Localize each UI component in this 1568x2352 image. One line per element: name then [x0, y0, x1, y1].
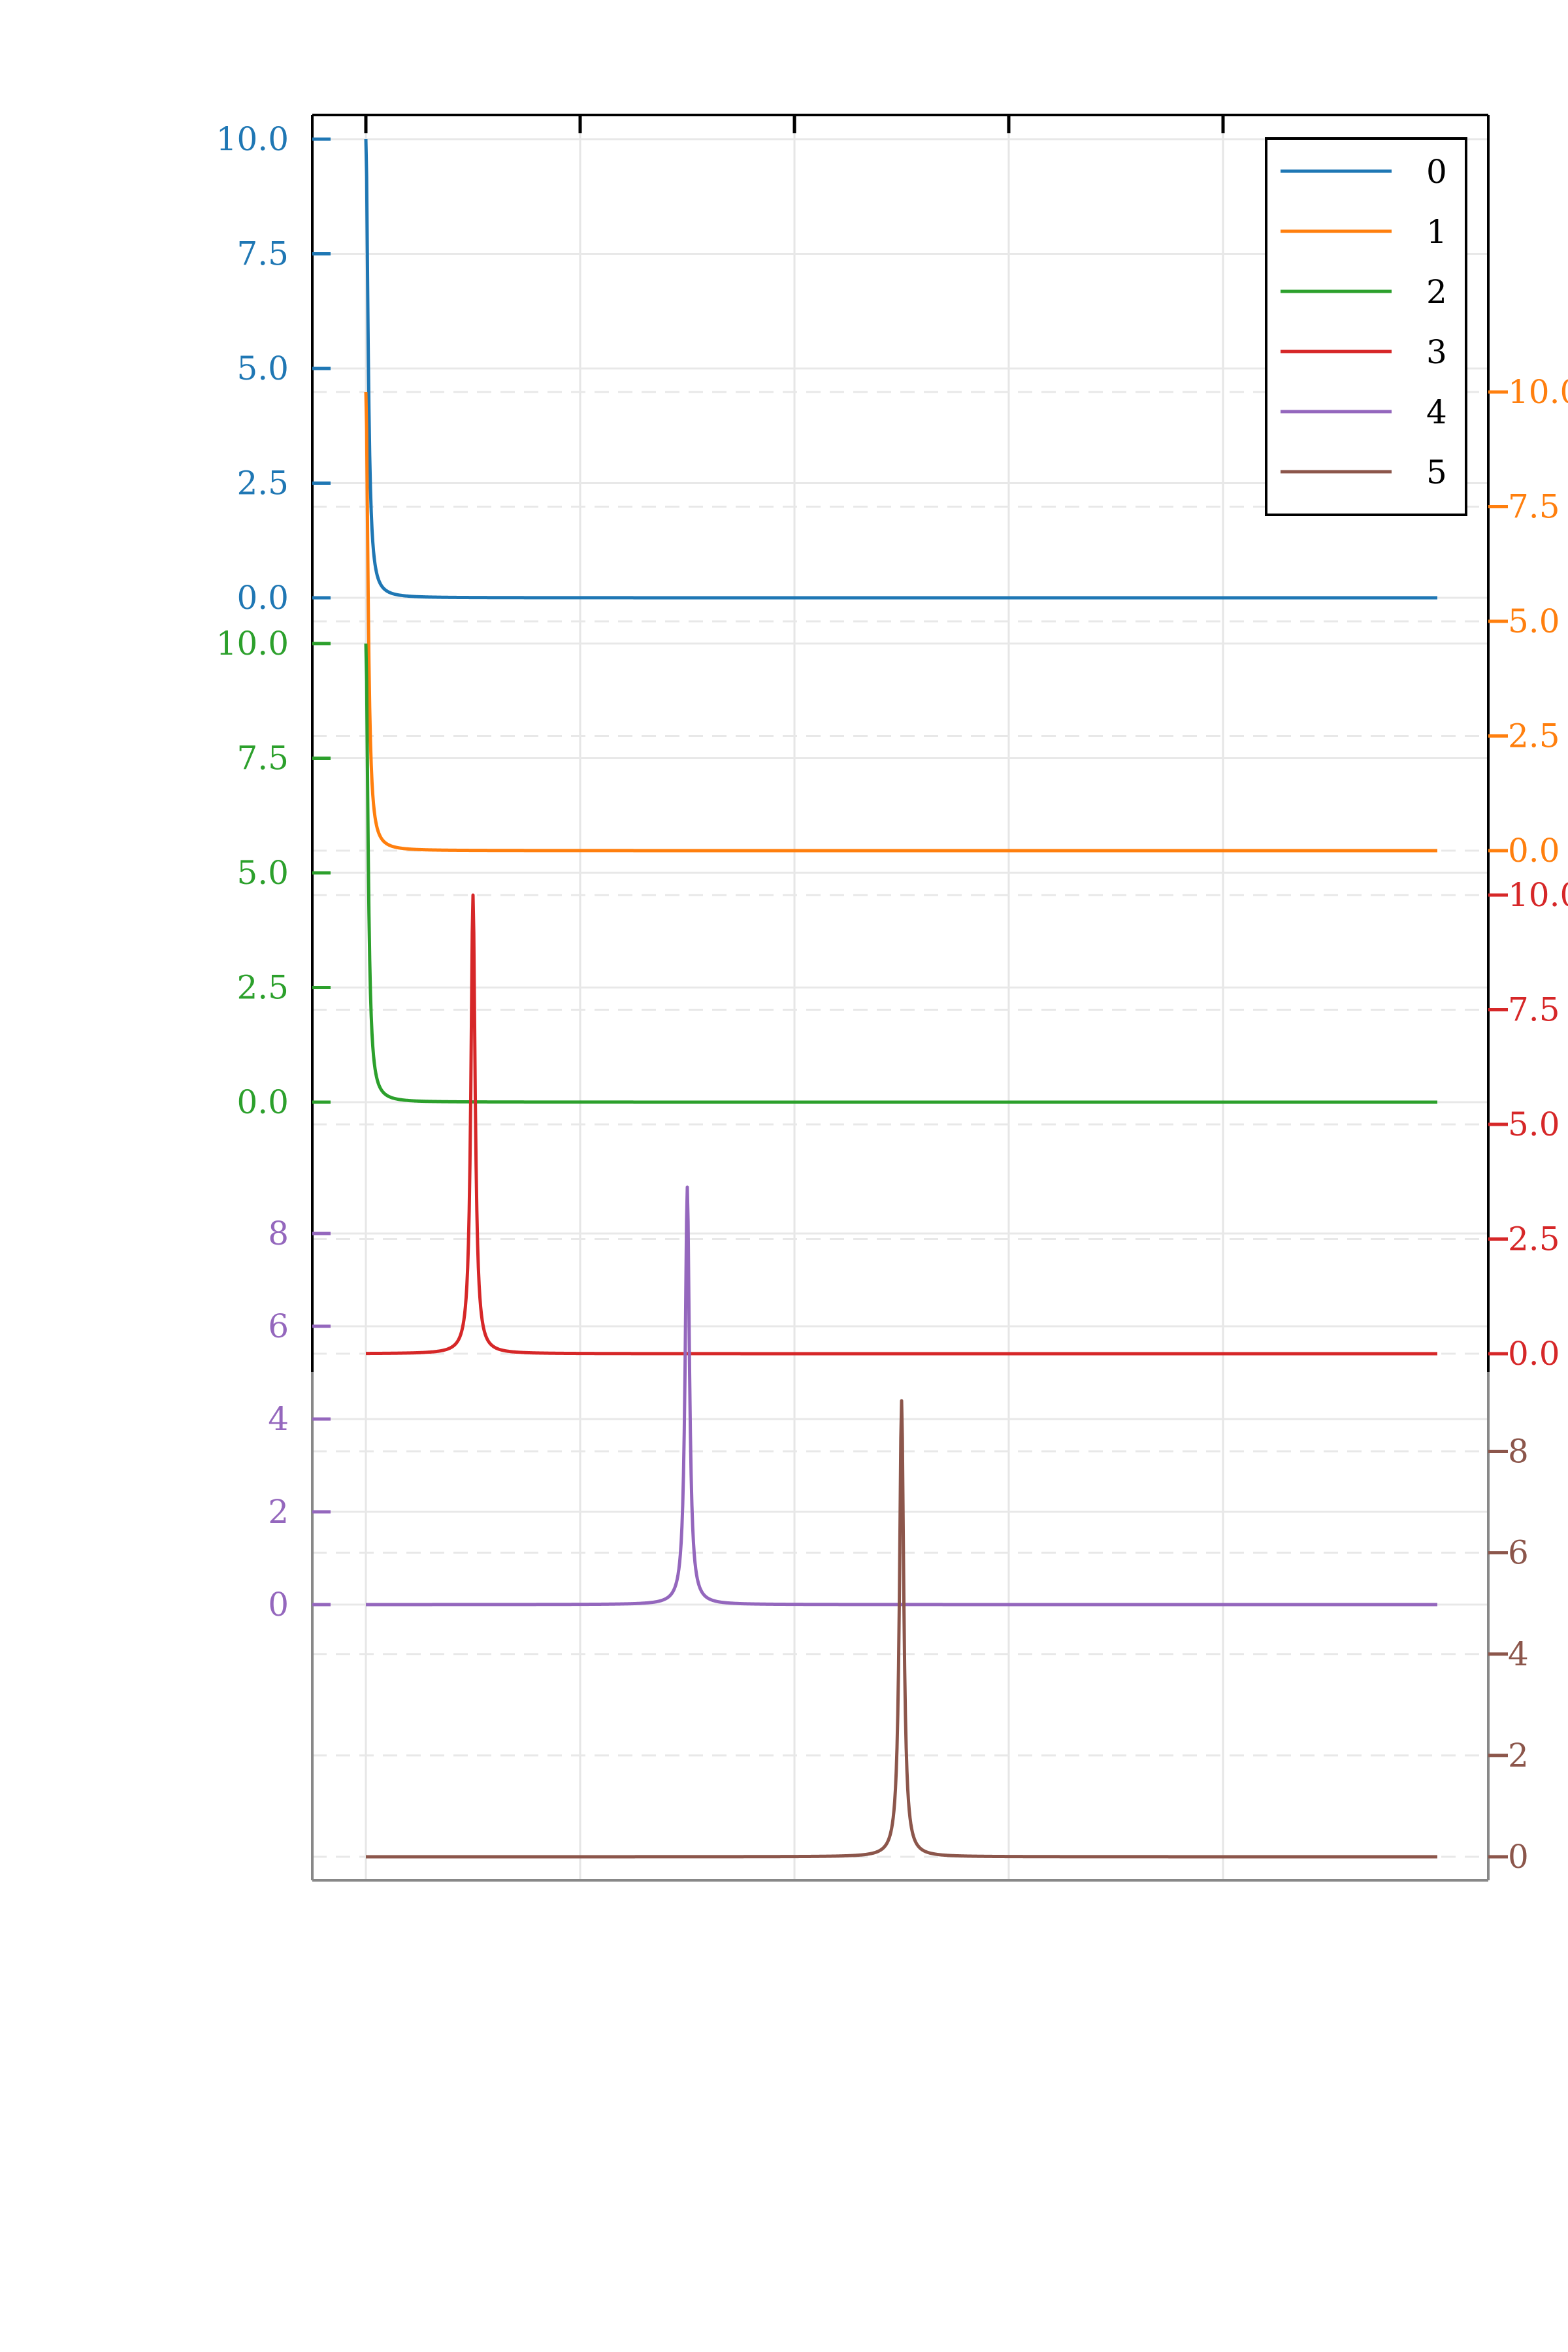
y-tick-label-series-5: 2 — [1508, 1737, 1529, 1774]
y-tick-label-series-4: 8 — [268, 1215, 289, 1252]
y-tick-label-series-3: 2.5 — [1508, 1220, 1560, 1258]
y-tick-label-series-1: 2.5 — [1508, 717, 1560, 755]
y-tick-label-series-4: 0 — [268, 1586, 289, 1624]
legend-label-3: 3 — [1426, 333, 1447, 371]
y-tick-label-series-1: 0.0 — [1508, 832, 1560, 870]
series-line-2 — [364, 643, 1439, 1104]
y-tick-label-series-3: 0.0 — [1508, 1335, 1560, 1373]
frame-layer — [311, 114, 1490, 1882]
series-line-1 — [364, 391, 1439, 853]
y-tick-label-series-3: 10.0 — [1508, 876, 1568, 914]
y-tick-label-series-2: 0.0 — [237, 1083, 289, 1121]
y-tick-label-series-1: 7.5 — [1508, 488, 1560, 526]
y-tick-label-series-5: 0 — [1508, 1838, 1529, 1876]
y-tick-label-series-0: 10.0 — [216, 120, 289, 158]
y-tick-label-series-0: 5.0 — [237, 350, 289, 387]
series-line-3 — [365, 893, 1439, 1356]
y-tick-label-series-4: 4 — [268, 1400, 289, 1438]
y-tick-label-series-5: 4 — [1508, 1635, 1529, 1673]
legend: 0 1 2 3 4 5 — [1265, 137, 1467, 516]
axis-layer: 0.02.55.07.510.00.02.55.07.510.00.02.55.… — [216, 115, 1568, 1876]
y-tick-label-series-1: 10.0 — [1508, 373, 1568, 411]
y-tick-label-series-3: 7.5 — [1508, 991, 1560, 1029]
legend-label-0: 0 — [1426, 153, 1447, 191]
y-tick-label-series-5: 8 — [1508, 1433, 1529, 1471]
series-line-5 — [365, 1399, 1439, 1859]
series-line-4 — [365, 1185, 1439, 1607]
legend-label-5: 5 — [1426, 453, 1447, 491]
y-tick-label-series-4: 2 — [268, 1493, 289, 1531]
y-tick-label-series-2: 7.5 — [237, 740, 289, 777]
legend-label-2: 2 — [1426, 273, 1447, 311]
y-tick-label-series-4: 6 — [268, 1307, 289, 1345]
y-tick-label-series-0: 7.5 — [237, 235, 289, 273]
legend-box — [1265, 137, 1467, 516]
y-tick-label-series-5: 6 — [1508, 1534, 1529, 1572]
y-tick-label-series-3: 5.0 — [1508, 1105, 1560, 1143]
y-tick-label-series-2: 2.5 — [237, 969, 289, 1007]
y-tick-label-series-1: 5.0 — [1508, 602, 1560, 640]
y-tick-label-series-0: 2.5 — [237, 465, 289, 502]
series-layer — [364, 139, 1439, 1859]
y-tick-label-series-2: 10.0 — [216, 625, 289, 662]
y-tick-label-series-2: 5.0 — [237, 854, 289, 892]
legend-label-4: 4 — [1426, 393, 1447, 431]
y-tick-label-series-0: 0.0 — [237, 579, 289, 617]
legend-label-1: 1 — [1426, 213, 1447, 251]
series-line-0 — [364, 139, 1439, 600]
